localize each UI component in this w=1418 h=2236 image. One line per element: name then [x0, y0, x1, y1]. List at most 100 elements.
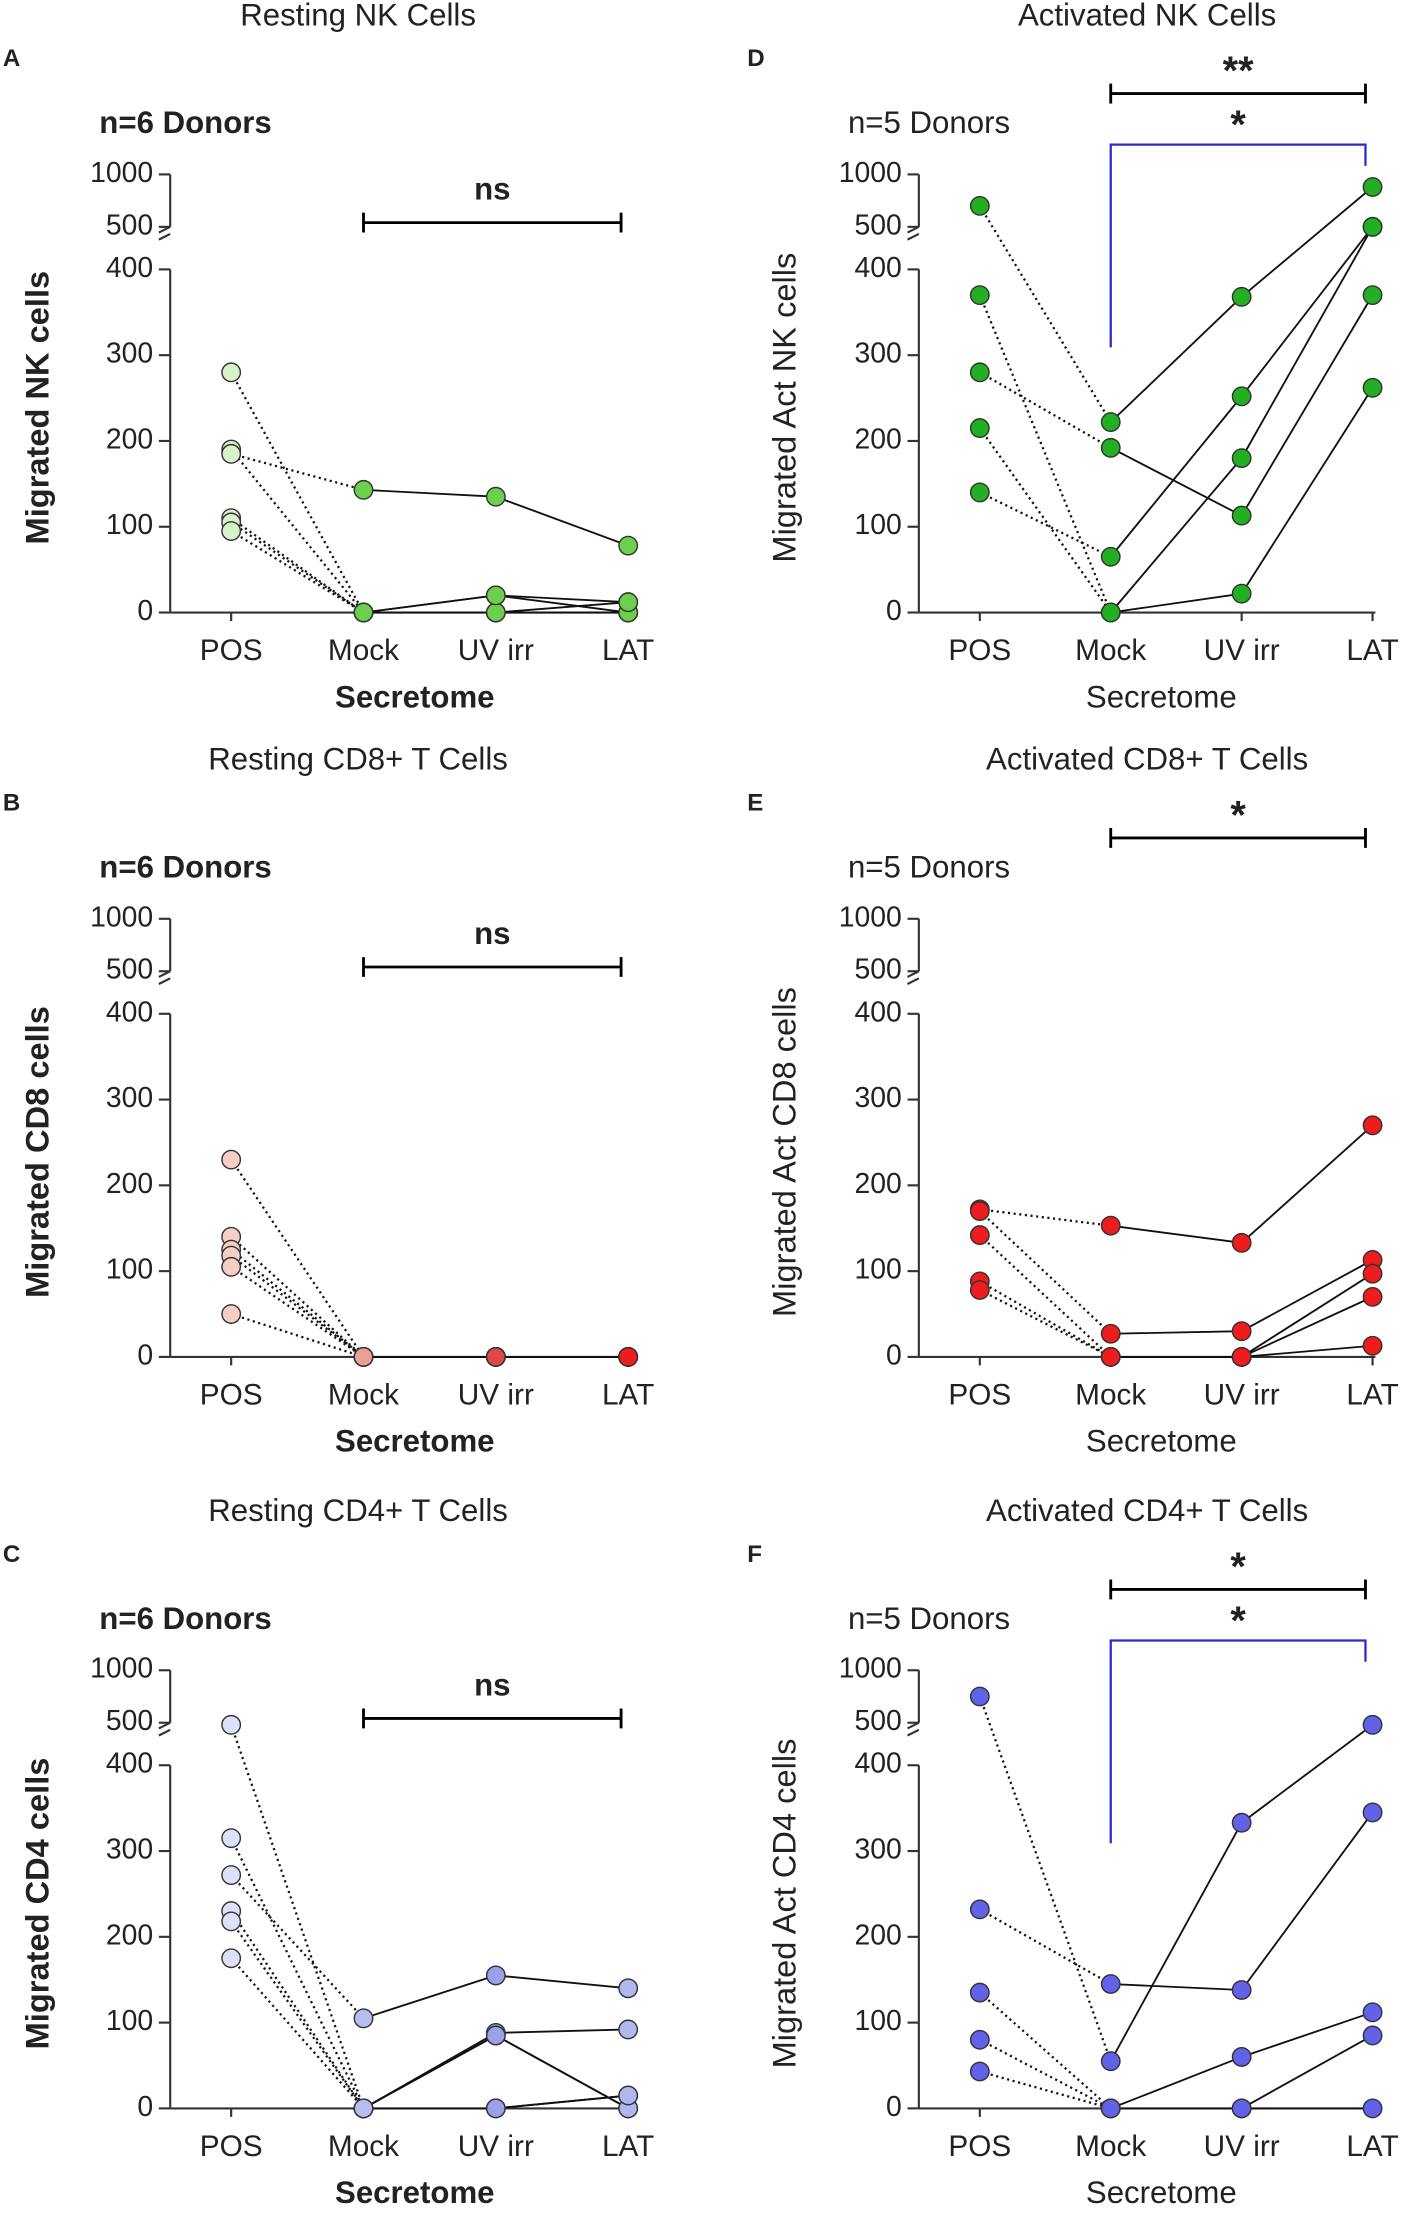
y-tick-label: 1000	[839, 901, 902, 933]
point	[1362, 1714, 1383, 1735]
point	[1231, 1321, 1252, 1342]
y-tick-label: 300	[106, 338, 153, 370]
panel-title: Activated NK Cells	[1018, 0, 1276, 32]
connector	[230, 448, 365, 614]
connector	[230, 1874, 365, 2020]
point	[1231, 2098, 1252, 2119]
point	[1100, 412, 1121, 433]
y-tick-label: 0	[886, 1339, 902, 1371]
connector	[230, 452, 364, 491]
axis-break	[158, 1721, 171, 1737]
connector	[1110, 1224, 1242, 1244]
y-tick-label: 100	[855, 509, 902, 541]
point	[969, 2029, 990, 2050]
significance-bar	[362, 957, 623, 977]
connector	[1241, 1124, 1374, 1244]
connector	[1110, 395, 1243, 558]
point	[1231, 286, 1252, 307]
y-axis-label: Migrated Act CD4 cells	[766, 1739, 803, 2069]
connector	[495, 2034, 629, 2110]
connector	[495, 594, 629, 604]
point	[221, 1714, 242, 1735]
y-tick-label: 0	[886, 595, 902, 627]
point	[969, 482, 990, 503]
x-tick-label: LAT	[602, 1378, 654, 1411]
significance-label: *	[1230, 1545, 1246, 1589]
point	[618, 592, 639, 613]
y-tick-label: 100	[106, 2005, 153, 2037]
point	[1231, 1346, 1252, 1367]
point	[1100, 1346, 1121, 1367]
point	[1231, 1232, 1252, 1253]
point	[1231, 1812, 1252, 1833]
point	[969, 418, 990, 439]
y-tick-label: 100	[106, 1254, 153, 1286]
annotation: n=6 Donors	[99, 849, 271, 884]
x-tick-label: Mock	[1075, 634, 1146, 667]
connector	[495, 495, 629, 547]
connector	[230, 530, 365, 614]
significance-label: ns	[474, 172, 510, 207]
connector	[230, 1235, 365, 1358]
connector	[363, 2034, 497, 2110]
significance-label: *	[1230, 103, 1246, 147]
significance-label: ns	[474, 1668, 510, 1703]
panel-letter: F	[747, 1541, 762, 1568]
connector	[1110, 447, 1243, 517]
connector	[495, 1974, 629, 1990]
point	[1231, 386, 1252, 407]
y-axis-label: Migrated NK cells	[18, 271, 55, 545]
connector	[979, 2038, 1112, 2110]
y-tick-label: 300	[106, 1834, 153, 1866]
point	[969, 362, 990, 383]
annotation: n=6 Donors	[99, 1601, 271, 1636]
connector	[230, 1248, 365, 1358]
point	[969, 1201, 990, 1222]
y-tick-label: 500	[106, 209, 153, 241]
y-tick-label: 400	[106, 996, 153, 1028]
point	[485, 486, 506, 507]
point	[353, 602, 374, 623]
significance-bracket	[1109, 1639, 1367, 1844]
connector	[495, 601, 629, 614]
annotation: n=5 Donors	[848, 105, 1010, 140]
axis-break	[158, 970, 171, 985]
y-tick-label: 500	[106, 1705, 153, 1737]
y-axis-label: Migrated Act CD8 cells	[766, 987, 803, 1317]
connector	[1240, 387, 1374, 595]
panel-letter: A	[3, 45, 20, 72]
point	[485, 585, 506, 606]
y-tick-label: 200	[855, 1919, 902, 1951]
y-tick-label: 100	[855, 1254, 902, 1286]
significance-label: ns	[474, 916, 510, 951]
connector	[979, 1280, 1112, 1358]
connector	[1110, 2056, 1242, 2110]
x-tick-label: Mock	[1075, 1378, 1146, 1411]
point	[618, 1978, 639, 1999]
y-tick-label: 300	[855, 1834, 902, 1866]
connector	[495, 594, 629, 614]
connector	[1240, 1811, 1374, 1991]
point	[1362, 2002, 1383, 2023]
panel-title: Resting CD4+ T Cells	[208, 1493, 508, 1528]
significance-bar	[1109, 828, 1367, 848]
point	[1100, 2051, 1121, 2072]
annotation: n=5 Donors	[848, 849, 1010, 884]
connector	[978, 427, 1112, 614]
point	[1231, 505, 1252, 526]
point	[1362, 2025, 1383, 2046]
x-tick-label: UV irr	[1204, 634, 1280, 667]
point	[1231, 2046, 1252, 2067]
y-tick-label: 300	[855, 1082, 902, 1114]
y-tick-label: 1000	[839, 157, 902, 189]
annotation: n=6 Donors	[99, 105, 271, 140]
y-tick-label: 500	[855, 209, 902, 241]
y-tick-label: 0	[886, 2091, 902, 2123]
x-tick-label: LAT	[1346, 2130, 1398, 2163]
point	[618, 2085, 639, 2106]
x-axis-label: Secretome	[335, 1424, 495, 1459]
panel-title: Activated CD4+ T Cells	[986, 1493, 1308, 1528]
connector	[1109, 1822, 1243, 2062]
significance-bar	[362, 212, 623, 233]
x-tick-label: LAT	[602, 2130, 654, 2163]
